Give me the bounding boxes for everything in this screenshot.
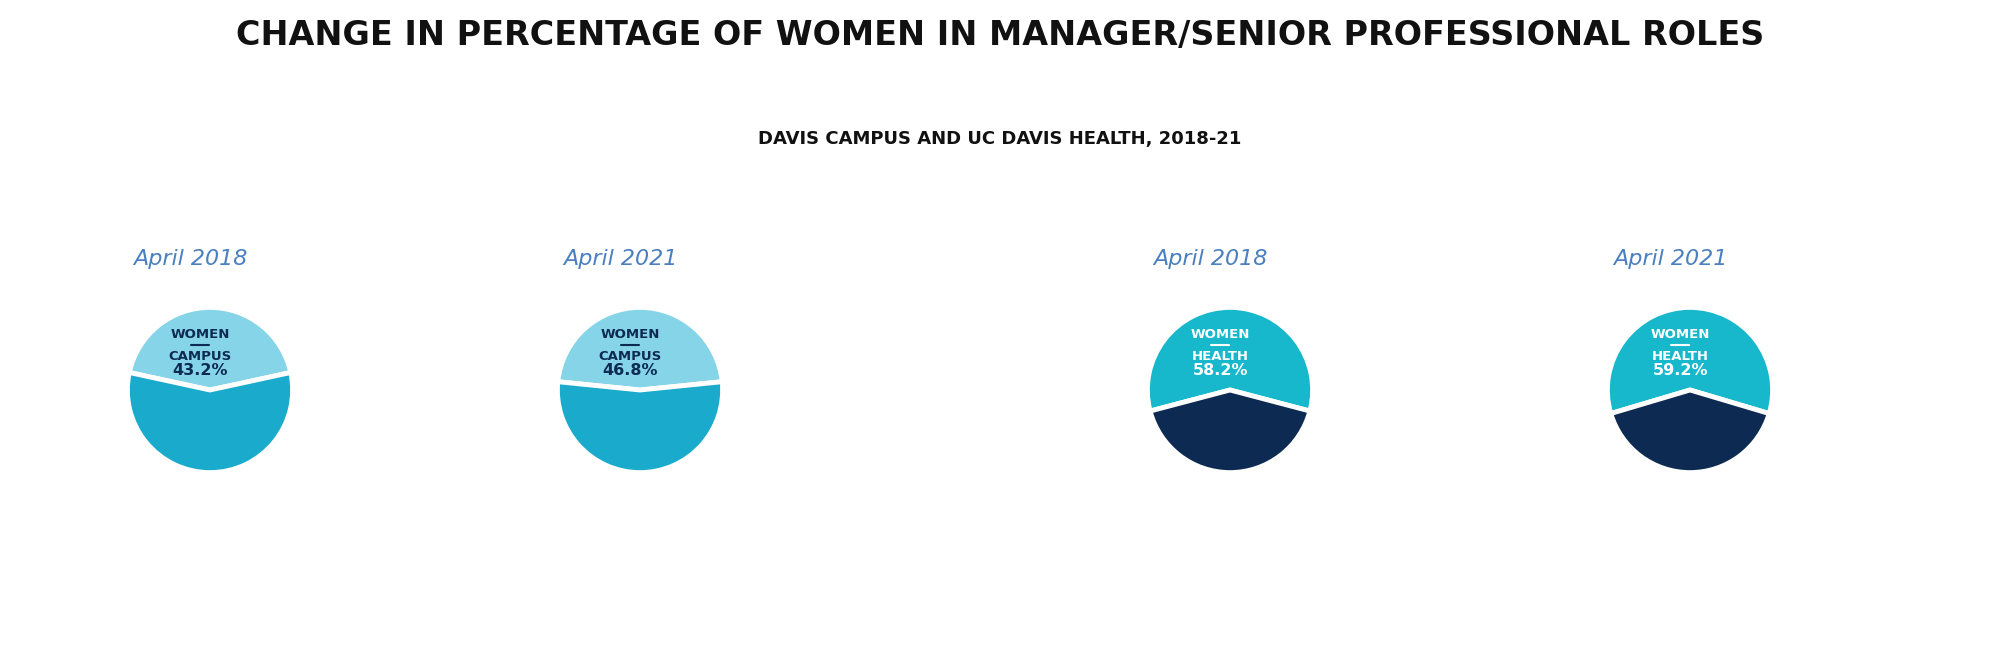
Text: April 2021: April 2021 bbox=[562, 249, 678, 269]
Wedge shape bbox=[1150, 390, 1310, 473]
Text: WOMEN: WOMEN bbox=[1650, 328, 1710, 341]
Wedge shape bbox=[128, 372, 292, 473]
Wedge shape bbox=[558, 307, 722, 390]
Text: CHANGE IN PERCENTAGE OF WOMEN IN MANAGER/SENIOR PROFESSIONAL ROLES: CHANGE IN PERCENTAGE OF WOMEN IN MANAGER… bbox=[236, 20, 1764, 53]
Wedge shape bbox=[1608, 307, 1772, 413]
Text: 59.2%: 59.2% bbox=[1652, 363, 1708, 378]
Text: 58.2%: 58.2% bbox=[1192, 363, 1248, 378]
Text: HEALTH: HEALTH bbox=[1652, 350, 1708, 363]
Text: April 2018: April 2018 bbox=[132, 249, 248, 269]
Text: CAMPUS: CAMPUS bbox=[598, 350, 662, 363]
Wedge shape bbox=[558, 382, 722, 473]
Wedge shape bbox=[1148, 307, 1312, 411]
Text: 43.2%: 43.2% bbox=[172, 363, 228, 378]
Text: WOMEN: WOMEN bbox=[170, 328, 230, 341]
Text: 46.8%: 46.8% bbox=[602, 363, 658, 378]
Text: DAVIS CAMPUS AND UC DAVIS HEALTH, 2018-21: DAVIS CAMPUS AND UC DAVIS HEALTH, 2018-2… bbox=[758, 130, 1242, 148]
Text: April 2021: April 2021 bbox=[1612, 249, 1728, 269]
Text: WOMEN: WOMEN bbox=[1190, 328, 1250, 341]
Text: April 2018: April 2018 bbox=[1152, 249, 1268, 269]
Text: WOMEN: WOMEN bbox=[600, 328, 660, 341]
Text: HEALTH: HEALTH bbox=[1192, 350, 1248, 363]
Wedge shape bbox=[130, 307, 290, 390]
Text: CAMPUS: CAMPUS bbox=[168, 350, 232, 363]
Wedge shape bbox=[1610, 390, 1770, 473]
